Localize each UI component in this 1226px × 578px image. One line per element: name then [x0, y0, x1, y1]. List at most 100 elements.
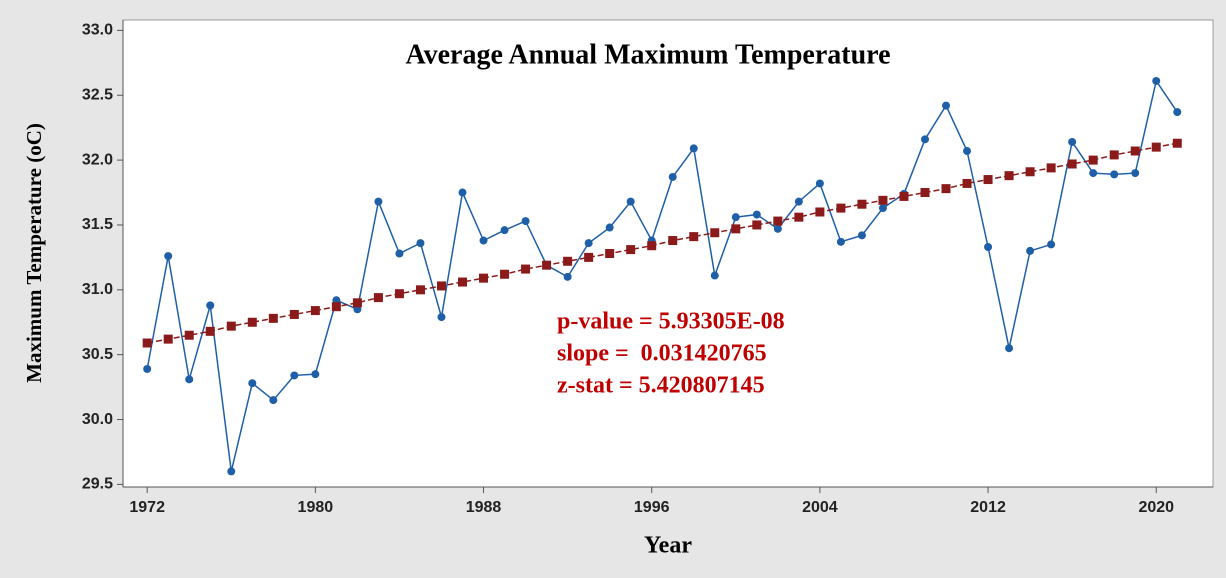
marker	[394, 289, 404, 299]
x-tick-label: 1980	[298, 499, 334, 516]
annotation: slope = 0.031420765	[557, 341, 767, 367]
marker	[1173, 108, 1182, 117]
marker	[899, 191, 909, 201]
x-tick-label: 2020	[1138, 499, 1174, 516]
marker	[731, 213, 740, 222]
marker	[436, 281, 446, 291]
marker	[247, 317, 257, 327]
marker	[626, 245, 636, 255]
marker	[521, 264, 531, 274]
marker	[710, 228, 720, 238]
x-axis-label: Year	[644, 533, 692, 559]
marker	[836, 237, 845, 246]
y-tick-label: 29.5	[82, 476, 113, 493]
marker	[1151, 142, 1161, 152]
marker	[395, 249, 404, 258]
marker	[920, 135, 929, 144]
marker	[226, 321, 236, 331]
marker	[163, 334, 173, 344]
y-tick-label: 30.0	[82, 411, 113, 428]
marker	[689, 232, 699, 242]
marker	[374, 197, 383, 206]
marker	[479, 236, 488, 245]
marker	[1089, 169, 1098, 178]
marker	[1005, 344, 1014, 353]
marker	[184, 330, 194, 340]
marker	[143, 364, 152, 373]
marker	[815, 207, 825, 217]
marker	[458, 277, 468, 287]
marker	[415, 285, 425, 295]
marker	[289, 309, 299, 319]
marker	[794, 197, 803, 206]
marker	[647, 241, 657, 251]
marker	[815, 179, 824, 188]
marker	[689, 144, 698, 153]
marker	[794, 212, 804, 222]
y-tick-label: 31.5	[82, 216, 113, 233]
marker	[542, 260, 552, 270]
marker	[416, 239, 425, 248]
marker	[963, 147, 972, 156]
marker	[521, 217, 530, 226]
marker	[458, 188, 467, 197]
marker	[710, 271, 719, 280]
marker	[142, 338, 152, 348]
marker	[437, 313, 446, 322]
marker	[752, 210, 761, 219]
y-axis-label: Maximum Temperature (oC)	[22, 123, 46, 383]
marker	[878, 204, 887, 213]
marker	[984, 243, 993, 252]
marker	[563, 256, 573, 266]
x-tick-label: 2012	[970, 499, 1006, 516]
marker	[1131, 169, 1140, 178]
marker	[1130, 146, 1140, 156]
marker	[1047, 240, 1056, 249]
marker	[668, 236, 678, 246]
marker	[1109, 150, 1119, 160]
marker	[605, 249, 615, 258]
marker	[668, 172, 677, 181]
marker	[268, 313, 278, 323]
marker	[269, 396, 278, 405]
y-tick-label: 33.0	[82, 22, 113, 39]
series-line	[146, 79, 1178, 472]
marker	[605, 223, 614, 232]
marker	[1110, 170, 1119, 179]
marker	[731, 224, 741, 234]
marker	[352, 298, 362, 308]
marker	[227, 467, 236, 476]
marker	[752, 220, 762, 230]
marker	[1068, 137, 1077, 146]
marker	[500, 226, 509, 235]
marker	[331, 302, 341, 312]
marker	[836, 203, 846, 213]
marker	[773, 216, 783, 226]
marker	[857, 199, 867, 209]
marker	[205, 326, 215, 336]
marker	[479, 273, 489, 283]
marker	[584, 239, 593, 248]
x-tick-label: 1996	[634, 499, 670, 516]
marker	[584, 252, 594, 262]
marker	[248, 379, 257, 388]
marker	[983, 175, 993, 185]
x-tick-label: 1972	[129, 499, 165, 516]
marker	[878, 195, 888, 205]
marker	[1004, 171, 1014, 181]
marker	[1025, 167, 1035, 177]
marker	[942, 101, 951, 110]
y-tick-label: 31.0	[82, 281, 113, 298]
marker	[206, 301, 215, 310]
marker	[941, 184, 951, 194]
marker	[311, 370, 320, 379]
marker	[773, 224, 782, 233]
chart-title: Average Annual Maximum Temperature	[405, 39, 890, 70]
marker	[164, 252, 173, 261]
y-tick-label: 32.5	[82, 86, 113, 103]
y-tick-label: 30.5	[82, 346, 113, 363]
marker	[626, 197, 635, 206]
plot-area	[122, 19, 1214, 488]
marker	[1172, 138, 1182, 148]
marker	[563, 272, 572, 281]
